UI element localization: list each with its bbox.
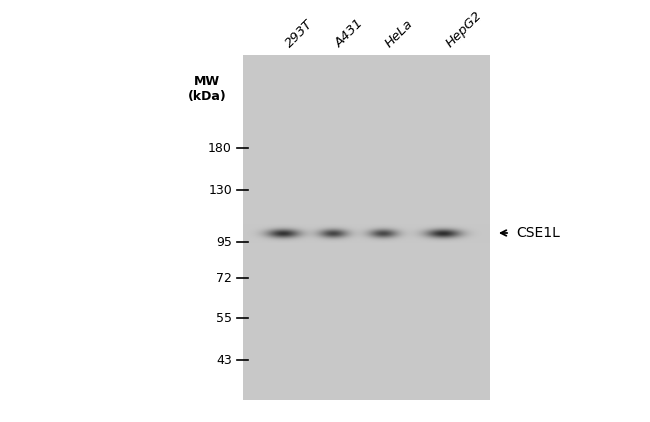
Text: MW
(kDa): MW (kDa) [188, 75, 226, 103]
Text: CSE1L: CSE1L [516, 226, 560, 240]
Text: 43: 43 [216, 354, 232, 366]
Text: 72: 72 [216, 271, 232, 284]
Text: A431: A431 [333, 16, 367, 50]
Text: HeLa: HeLa [383, 17, 416, 50]
Text: 293T: 293T [283, 17, 316, 50]
Text: 130: 130 [208, 184, 232, 197]
Text: 180: 180 [208, 141, 232, 154]
Text: 55: 55 [216, 311, 232, 325]
Text: 95: 95 [216, 235, 232, 249]
Text: HepG2: HepG2 [443, 9, 484, 50]
